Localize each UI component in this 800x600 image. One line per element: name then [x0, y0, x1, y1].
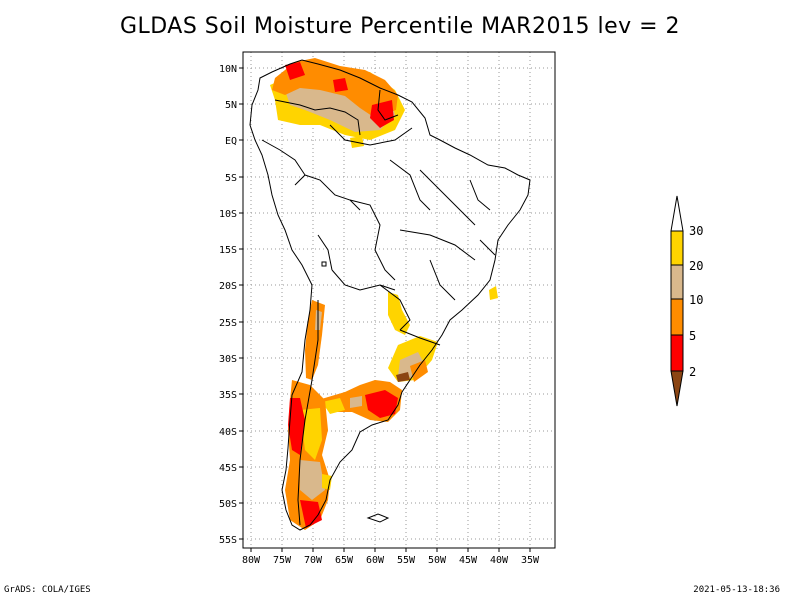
colorbar-label: 2 [689, 365, 696, 379]
colorbar-labels: 30 20 10 5 2 [689, 224, 703, 379]
shade-north-red-c [333, 78, 348, 92]
shade-uruguay-orange [410, 360, 428, 382]
shade-parana-yellow [388, 292, 410, 335]
border-colombia-ecuador-peru [261, 139, 306, 186]
lon-label: 45W [459, 555, 478, 566]
lat-label: 30S [219, 354, 237, 365]
colorbar-top-triangle [670, 195, 684, 232]
lon-label: 65W [335, 555, 354, 566]
lat-label: 10S [219, 209, 237, 220]
lat-label: 5N [225, 100, 237, 111]
colorbar-bottom-triangle [670, 370, 684, 407]
border-brazil-states-a [419, 169, 476, 226]
longitude-labels: 80W 75W 70W 65W 60W 55W 50W 45W 40W 35W [242, 555, 540, 566]
border-brazil-states-d [469, 179, 491, 211]
lat-label: 55S [219, 535, 237, 546]
border-brazil-states-b [399, 229, 476, 261]
lon-label: 35W [521, 555, 540, 566]
border-chile-argentina [297, 300, 319, 526]
border-colombia-venezuela [274, 99, 361, 136]
shade-north-red-b [370, 100, 394, 128]
colorbar-label: 20 [689, 259, 703, 273]
lat-label: 45S [219, 463, 237, 474]
shade-patagonia-red-a [288, 398, 305, 455]
shade-patagonia-tan [300, 460, 325, 500]
border-brazil-states-e [389, 159, 431, 211]
tick-marks [239, 67, 531, 552]
shade-patagonia-yellow [300, 408, 322, 460]
lon-label: 80W [242, 555, 261, 566]
border-peru-brazil [304, 174, 361, 211]
lon-label: 70W [304, 555, 323, 566]
lat-label: 10N [219, 64, 237, 75]
footer-credit: GrADS: COLA/IGES [4, 585, 91, 595]
lon-label: 40W [490, 555, 509, 566]
shade-uruguay-brown [396, 372, 410, 382]
soil-moisture-shading [270, 58, 498, 530]
lon-label: 50W [428, 555, 447, 566]
lat-label: 40S [219, 427, 237, 438]
colorbar-swatch-20-30 [670, 230, 684, 266]
shade-east-yellow [489, 286, 498, 300]
colorbar-label: 10 [689, 293, 703, 307]
lat-label: 25S [219, 318, 237, 329]
shade-patagonia-red-b [300, 500, 322, 528]
lat-label: 20S [219, 281, 237, 292]
lat-label: EQ [225, 136, 237, 147]
border-venezuela-guyana [377, 89, 399, 121]
lat-label: 50S [219, 499, 237, 510]
shade-pampas-yellow [322, 398, 345, 414]
lon-label: 55W [397, 555, 416, 566]
lake-titicaca [321, 261, 327, 267]
colorbar-swatch-10-20 [670, 264, 684, 300]
lon-label: 60W [366, 555, 385, 566]
shade-pampas-tan [350, 396, 362, 408]
shade-north-red-a [285, 62, 305, 80]
map-title: GLDAS Soil Moisture Percentile MAR2015 l… [119, 14, 681, 39]
plot-frame [242, 51, 556, 549]
border-peru-bolivia [317, 234, 333, 271]
colorbar [670, 195, 684, 407]
border-paraguay [379, 284, 411, 331]
shade-pampas-red [365, 390, 398, 418]
border-brazil-states-c [429, 259, 456, 301]
border-chile-bolivia-argentina [331, 269, 396, 291]
continent-outline [249, 59, 531, 531]
border-argentina-brazil-uruguay [399, 329, 441, 346]
shade-patagonia-yellow-b [322, 474, 332, 490]
lat-label: 15S [219, 245, 237, 256]
border-bolivia-brazil [349, 199, 396, 281]
coastline-and-borders [249, 59, 531, 531]
colorbar-swatch-2-5 [670, 334, 684, 372]
falklands [366, 513, 390, 523]
border-brazil-north [329, 124, 413, 146]
latitude-labels: 10N 5N EQ 5S 10S 15S 20S 25S 30S 35S 40S… [219, 64, 237, 546]
colorbar-label: 5 [689, 329, 696, 343]
footer-timestamp: 2021-05-13-18:36 [693, 585, 780, 595]
colorbar-label: 30 [689, 224, 703, 238]
lat-label: 35S [219, 390, 237, 401]
border-brazil-states-f [479, 239, 496, 256]
colorbar-swatch-5-10 [670, 298, 684, 336]
lat-label: 5S [225, 173, 237, 184]
lon-label: 75W [273, 555, 292, 566]
